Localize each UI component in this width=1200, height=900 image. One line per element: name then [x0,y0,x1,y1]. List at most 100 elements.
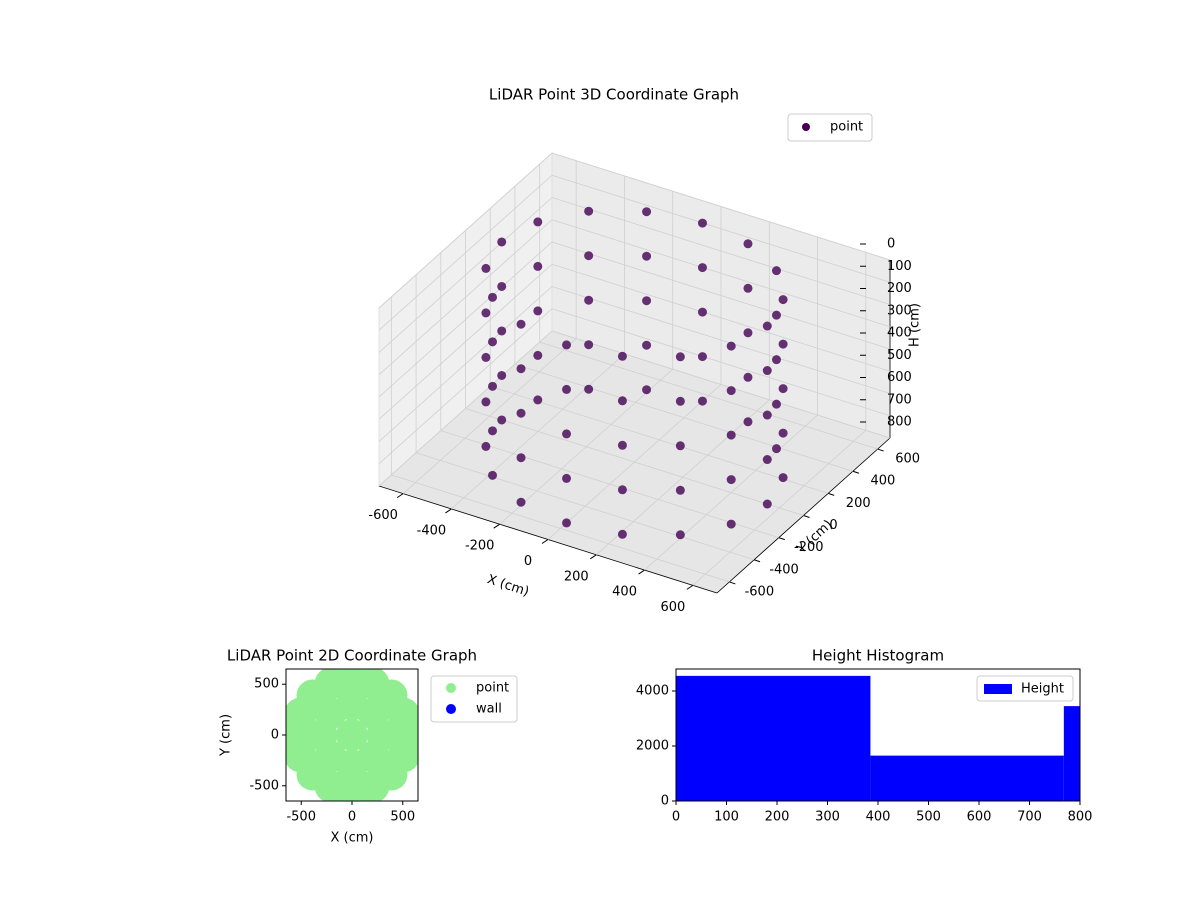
x-axis-label: X (cm) [331,831,374,846]
point [617,351,627,361]
point [726,430,736,440]
point [675,396,685,406]
point [533,350,543,360]
point [533,261,543,271]
x-tick-label: 600 [660,600,685,615]
x-tick-label: 300 [815,810,840,825]
grid-line [551,286,891,394]
grid-line [465,408,804,516]
point [642,296,652,306]
point [642,385,652,395]
point [642,251,652,261]
grid-line [378,219,553,376]
grid-line [539,341,878,450]
z-tick-label: 400 [887,326,912,341]
grid-line [378,330,553,487]
point [387,740,418,773]
point [743,239,753,249]
x-tick-label: 200 [564,569,589,584]
point [516,319,526,329]
point [584,251,594,261]
point [488,337,498,347]
legend-label: wall [476,702,502,717]
bar [870,755,1064,801]
point [617,485,627,495]
z-tick-label: 200 [887,281,912,296]
point [488,381,498,391]
point [533,217,543,227]
point [697,263,707,273]
z-tick-label: 0 [887,237,895,252]
point [675,485,685,495]
x-tick-label: 100 [714,810,739,825]
point [726,341,736,351]
x-tick [541,539,549,544]
point [584,295,594,305]
legend-marker [984,684,1012,694]
chart-title: LiDAR Point 3D Coordinate Graph [489,86,739,104]
y-tick-label: 200 [846,496,871,511]
point [778,428,788,438]
grid-line [551,241,891,350]
point [516,408,526,418]
grid-line [378,197,553,353]
point [771,310,781,320]
plot-area [286,669,418,801]
bar [676,675,871,801]
point [617,529,627,539]
point [584,340,594,350]
point [533,395,543,405]
x-tick-label: 400 [612,585,637,600]
y-tick-label: 0 [661,794,669,809]
point [617,440,627,450]
point [488,426,498,436]
grid-line [551,152,891,261]
point [516,453,526,463]
point [357,740,390,773]
x-tick-label: 500 [390,810,415,825]
point [336,719,368,751]
point [778,295,788,305]
point [726,386,736,396]
x-tick-label: -500 [286,810,316,825]
point [675,352,685,362]
grid-line [378,263,553,420]
x-tick-label: 0 [672,810,680,825]
x-tick-label: 0 [524,554,532,569]
point [771,399,781,409]
point [762,499,772,509]
point [562,518,572,528]
y-tick-label: 400 [871,474,896,489]
z-tick-label: 700 [887,392,912,407]
grid-line [551,197,891,305]
y-tick [828,492,835,496]
z-tick-label: 100 [887,259,912,274]
grid-line [378,286,553,442]
x-tick [445,508,452,514]
x-tick-label: -600 [368,508,398,523]
z-tick-label: 600 [887,370,912,385]
legend-marker [802,123,810,131]
y-tick-label: 4000 [636,684,669,699]
legend-box [976,675,1074,702]
y-tick-label: 2000 [636,739,669,754]
point [743,417,753,427]
point [697,307,707,317]
point [516,497,526,507]
y-tick [729,581,736,585]
y-axis-label: Y (cm) [219,714,234,757]
point [481,352,491,362]
point [726,519,736,529]
y-tick-label: -500 [249,778,279,793]
point [762,321,772,331]
x-axis-label: X (cm) [485,572,531,600]
grid-line [391,474,730,583]
point [642,340,652,350]
point [743,372,753,382]
x-tick-label: 500 [916,810,941,825]
grid-line [415,452,755,561]
x-tick [638,569,645,575]
bar [1063,706,1080,801]
x-tick-label: -200 [465,539,495,554]
